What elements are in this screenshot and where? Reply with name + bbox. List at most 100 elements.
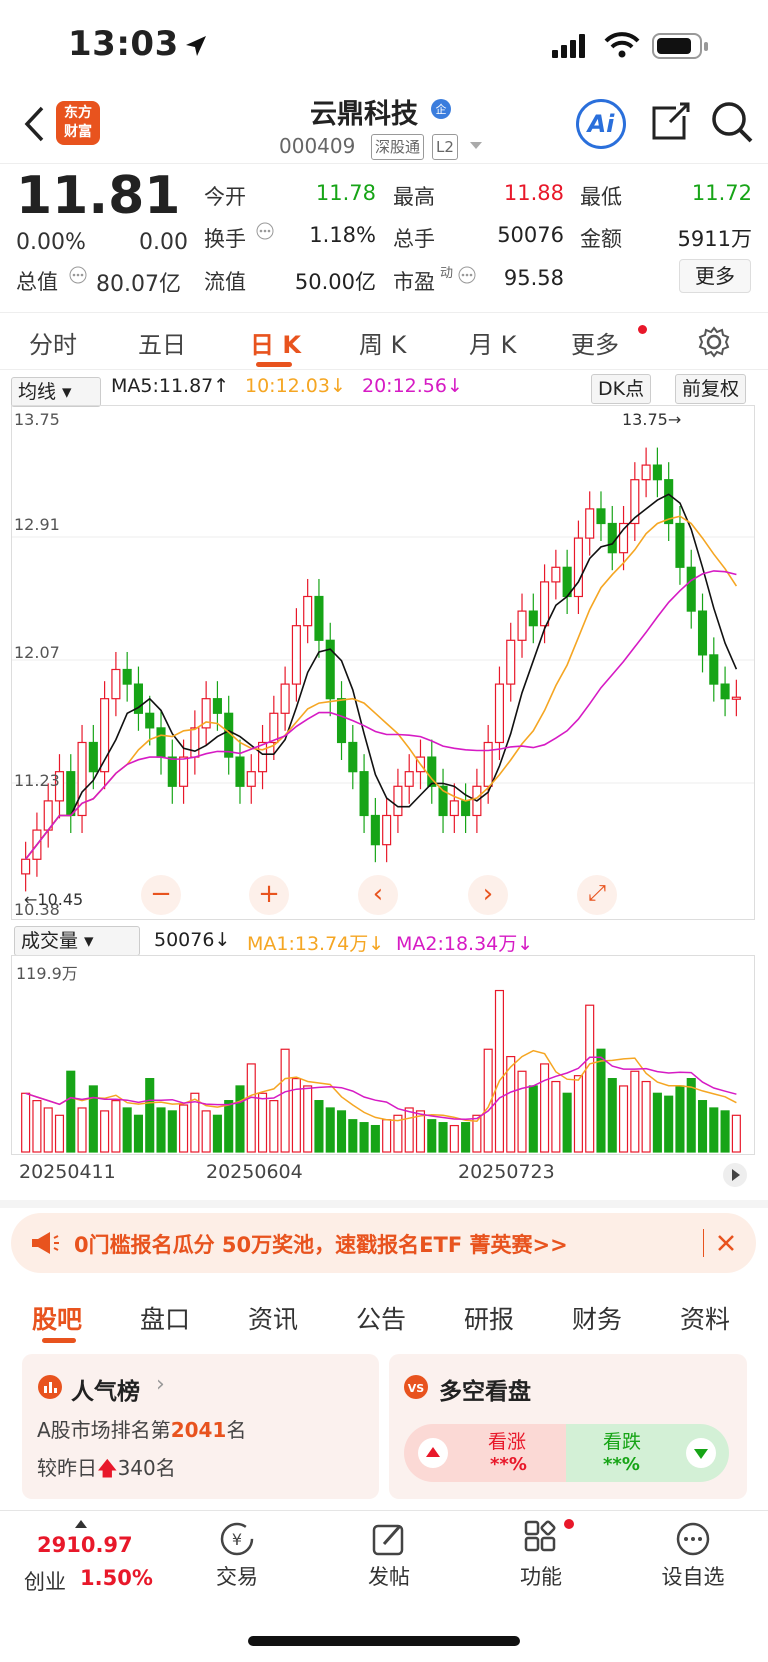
promo-banner[interactable] [11, 1213, 756, 1273]
settings-gear-icon[interactable] [697, 325, 731, 359]
info-dots-icon[interactable] [256, 222, 274, 240]
candle-body [506, 639, 516, 685]
tab-guba[interactable]: 股吧 [32, 1305, 83, 1334]
volume-bar [540, 1063, 550, 1153]
candle-body [167, 756, 177, 787]
tab-intraday[interactable]: 分时 [29, 331, 77, 359]
volume-chart[interactable] [11, 955, 755, 1155]
price-axis-top: 13.75 [14, 410, 60, 429]
volume-bar [280, 1048, 290, 1153]
bearish-value: **% [603, 1454, 640, 1475]
candle-body [630, 479, 640, 525]
high-value: 11.88 [503, 181, 564, 205]
candle-body [720, 683, 730, 700]
open-label: 今开 [204, 185, 246, 209]
low-value: 11.72 [691, 181, 752, 205]
info-dots-icon[interactable] [69, 266, 87, 284]
open-value: 11.78 [315, 181, 376, 205]
volume-bar [449, 1124, 459, 1153]
fullscreen-button[interactable]: ⤢ [577, 875, 617, 915]
nav-trade[interactable]: 交易 [216, 1565, 258, 1589]
kline-chart[interactable] [11, 405, 755, 920]
candle-body [731, 696, 741, 700]
search-icon[interactable] [710, 100, 754, 144]
popularity-title[interactable]: 人气榜 [71, 1379, 140, 1405]
tab-research[interactable]: 研报 [464, 1305, 515, 1334]
chevron-right-icon[interactable]: › [156, 1372, 165, 1397]
tab-finance[interactable]: 财务 [572, 1305, 623, 1334]
compose-icon[interactable] [370, 1520, 408, 1558]
tab-daily-k[interactable]: 日 K [250, 331, 301, 359]
volume-bar [528, 1085, 538, 1153]
volume-bar [314, 1100, 324, 1153]
dropdown-caret-icon[interactable] [469, 141, 483, 151]
volume-bar [179, 1104, 189, 1153]
promo-banner-text[interactable]: 0门槛报名瓜分 50万奖池，速戳报名ETF 菁英赛>> [74, 1233, 568, 1257]
volume-bar [269, 1100, 279, 1153]
stock-name[interactable]: 云鼎科技 [310, 99, 418, 130]
max-price-marker: 13.75→ [622, 410, 682, 429]
share-icon[interactable] [650, 102, 690, 142]
more-dots-icon[interactable] [674, 1520, 712, 1558]
tab-monthly-k[interactable]: 月 K [469, 331, 517, 359]
svg-text:VS: VS [408, 1382, 425, 1395]
ai-button[interactable]: Ai [576, 99, 626, 149]
candle-body [269, 712, 279, 744]
pe-label: 市盈 [393, 270, 435, 294]
info-dots-icon[interactable] [458, 266, 476, 284]
close-icon[interactable] [716, 1233, 736, 1253]
volume-bar [415, 1110, 426, 1153]
tab-pankou[interactable]: 盘口 [140, 1305, 191, 1334]
tab-more-period[interactable]: 更多 [571, 331, 619, 359]
cellular-signal-icon [552, 34, 585, 58]
tab-five-day[interactable]: 五日 [138, 331, 186, 359]
index-name[interactable]: 创业 [24, 1570, 66, 1594]
nav-post[interactable]: 发帖 [368, 1565, 410, 1589]
candle-body [709, 654, 719, 685]
candle-body [201, 698, 211, 729]
volume-bar [257, 1092, 268, 1153]
play-forward-icon[interactable] [722, 1162, 748, 1188]
index-value[interactable]: 2910.97 [37, 1533, 133, 1557]
date-label-3: 20250723 [458, 1161, 555, 1183]
total-value: 80.07亿 [96, 272, 181, 297]
volume-bar [303, 1085, 313, 1153]
volume-indicator-selector[interactable]: 成交量 ▾ [14, 926, 140, 956]
more-quote-button[interactable]: 更多 [679, 259, 751, 293]
index-change[interactable]: 1.50% [80, 1566, 153, 1590]
home-indicator [248, 1636, 520, 1646]
zoom-in-button[interactable]: + [249, 875, 289, 915]
ma20-value: 20:12.56↓ [362, 375, 463, 397]
tab-news[interactable]: 资讯 [248, 1305, 299, 1334]
zoom-out-button[interactable]: − [141, 875, 181, 915]
amount-label: 金额 [580, 227, 622, 251]
volume-bar [607, 1078, 617, 1153]
volume-bar [438, 1122, 448, 1153]
dk-point-button[interactable]: DK点 [591, 374, 652, 404]
bullish-value: **% [490, 1454, 527, 1475]
adjust-price-button[interactable]: 前复权 [675, 374, 747, 404]
function-grid-icon[interactable] [522, 1520, 560, 1558]
nav-watchlist[interactable]: 设自选 [661, 1565, 725, 1589]
volume-bar [66, 1070, 76, 1153]
candle-body [494, 683, 505, 744]
volume-bar [664, 1095, 674, 1153]
candle-body [88, 741, 98, 773]
volume-bar [596, 1048, 606, 1153]
back-chevron-icon[interactable] [22, 106, 46, 142]
tab-profile[interactable]: 资料 [680, 1305, 731, 1334]
trade-yen-icon[interactable]: ¥ [218, 1520, 256, 1558]
tab-announcement[interactable]: 公告 [356, 1305, 407, 1334]
tab-weekly-k[interactable]: 周 K [359, 331, 407, 359]
candle-body [145, 712, 155, 729]
popularity-card[interactable] [22, 1354, 379, 1499]
volume-bar [77, 1107, 87, 1153]
volume-bar [336, 1110, 347, 1153]
nav-function[interactable]: 功能 [520, 1565, 562, 1589]
candle-body [461, 800, 471, 817]
ma-selector[interactable]: 均线 ▾ [11, 377, 101, 407]
scroll-left-button[interactable]: ‹ [358, 875, 398, 915]
scroll-right-button[interactable]: › [468, 875, 508, 915]
candle-body [133, 683, 144, 714]
candle-body [404, 771, 414, 787]
